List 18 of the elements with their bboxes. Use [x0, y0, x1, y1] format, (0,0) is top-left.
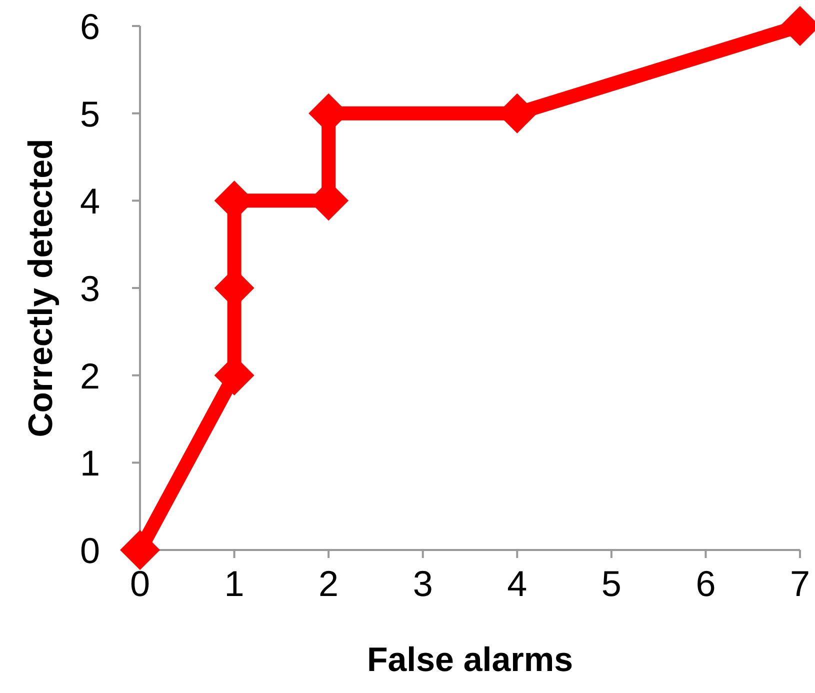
x-tick-label: 4: [507, 563, 528, 604]
x-tick-label: 1: [224, 563, 244, 604]
x-tick-label: 7: [790, 563, 810, 604]
x-tick-label: 0: [130, 563, 150, 604]
y-tick-label: 4: [80, 180, 100, 222]
x-axis-title: False alarms: [366, 641, 574, 679]
y-tick-label: 6: [80, 6, 100, 47]
y-tick-label: 2: [80, 355, 100, 396]
x-tick-label: 2: [318, 563, 339, 604]
x-tick-label: 5: [601, 563, 622, 604]
y-tick-label: 1: [80, 442, 100, 484]
y-tick-label: 3: [80, 268, 100, 309]
y-tick-label: 5: [80, 93, 100, 134]
y-axis-title: Correctly detected: [22, 138, 60, 438]
point: [120, 530, 160, 570]
x-tick-label: 6: [696, 563, 716, 604]
y-tick-label: 0: [80, 530, 100, 571]
x-tick-label: 3: [412, 563, 433, 604]
